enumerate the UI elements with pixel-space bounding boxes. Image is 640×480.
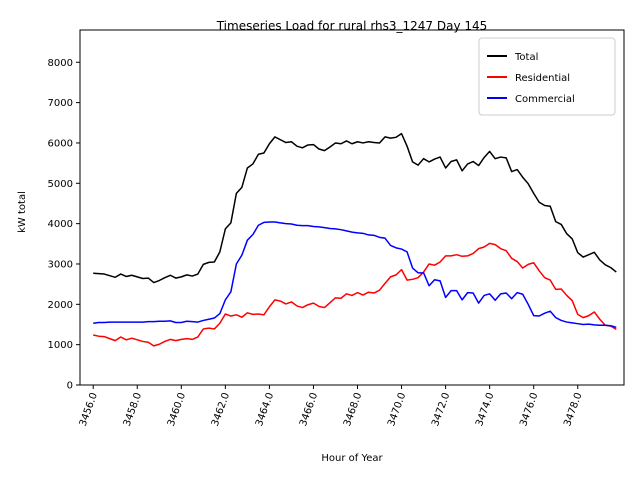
legend-label-total: Total: [514, 52, 538, 63]
y-axis-label: kW total: [17, 191, 28, 233]
x-axis-label: Hour of Year: [321, 453, 383, 464]
y-tick-label: 7000: [48, 98, 73, 109]
series-line-total: [93, 132, 617, 284]
series-line-commercial: [93, 221, 617, 329]
plot-lines: [93, 132, 617, 347]
legend: Total Residential Commercial: [478, 37, 616, 116]
legend-box: [478, 37, 616, 116]
y-tick-label: 0: [67, 381, 73, 392]
legend-label-commercial: Commercial: [515, 94, 575, 105]
chart-title: Timeseries Load for rural rhs3_1247 Day …: [216, 19, 488, 33]
series-line-residential: [93, 242, 617, 347]
y-tick-label: 2000: [48, 300, 73, 311]
y-tick-label: 4000: [48, 219, 73, 230]
y-tick-label: 1000: [48, 340, 73, 351]
y-tick-label: 6000: [48, 138, 73, 149]
plot-frame: [79, 29, 625, 386]
legend-label-residential: Residential: [515, 73, 570, 84]
y-tick-label: 5000: [48, 179, 73, 190]
y-tick-label: 3000: [48, 259, 73, 270]
y-axis: 0 1000 2000 3000 4000 5000 6000 7000 8000: [48, 58, 80, 392]
y-tick-label: 8000: [48, 58, 73, 69]
